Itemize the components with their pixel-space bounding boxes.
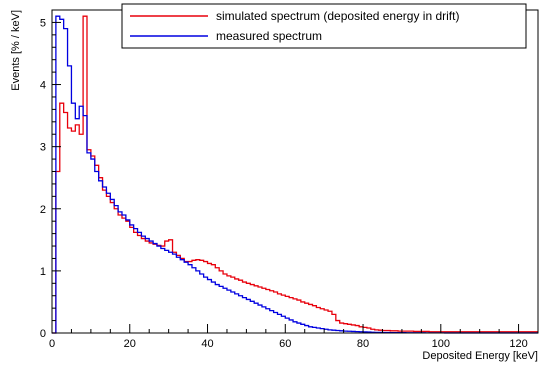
legend-label-measured: measured spectrum (216, 29, 322, 43)
x-axis-ticks: 0 20 40 60 80 100 120 (49, 324, 539, 350)
y-tick-label: 4 (40, 80, 46, 92)
y-tick-label: 1 (40, 266, 46, 278)
legend-box (121, 3, 527, 49)
legend-label-simulated: simulated spectrum (deposited energy in … (216, 9, 459, 23)
y-axis-ticks: 0 1 2 3 4 5 (40, 9, 61, 340)
x-tick-label: 80 (357, 338, 369, 350)
x-axis-label: Deposited Energy [keV] (422, 350, 538, 362)
y-axis-label: Events [% / keV] (10, 10, 22, 91)
x-tick-label: 20 (124, 338, 136, 350)
y-tick-label: 5 (40, 17, 46, 29)
legend: simulated spectrum (deposited energy in … (121, 3, 527, 49)
y-tick-label: 3 (40, 142, 46, 154)
x-tick-label: 120 (509, 338, 527, 350)
x-tick-label: 60 (279, 338, 291, 350)
y-tick-label: 2 (40, 204, 46, 216)
series-line-simulated (52, 15, 538, 334)
x-tick-label: 100 (432, 338, 450, 350)
y-tick-label: 0 (40, 328, 46, 340)
x-tick-label: 0 (49, 338, 55, 350)
x-tick-label: 40 (201, 338, 213, 350)
